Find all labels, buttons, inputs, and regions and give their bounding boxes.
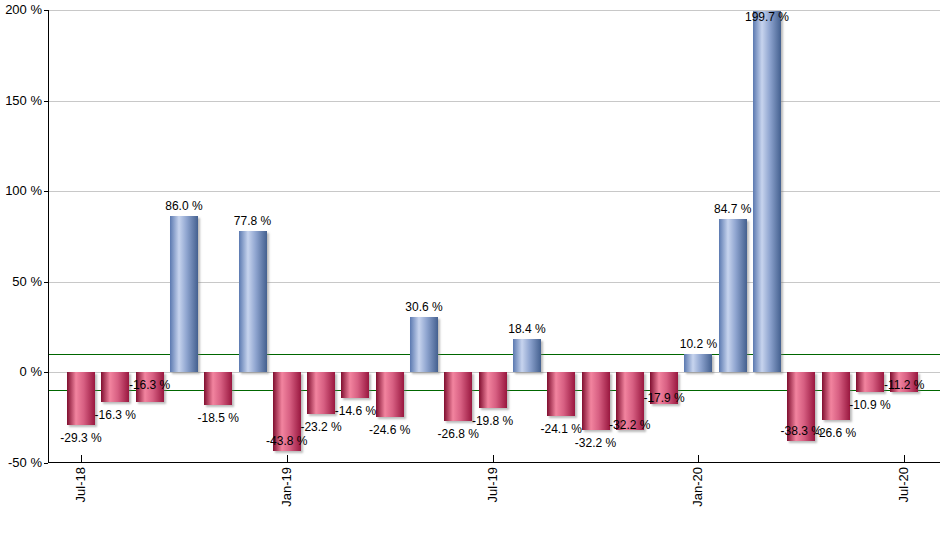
bar-value-label: 199.7 % — [745, 11, 789, 24]
y-axis-label: 100 % — [0, 184, 42, 198]
bar-jan-20 — [684, 354, 712, 372]
bar-value-label: -16.3 % — [95, 409, 136, 422]
bar-value-label: -43.8 % — [266, 435, 307, 448]
x-axis-label: Jan-19 — [279, 467, 295, 507]
bar-aug-18 — [101, 372, 129, 402]
x-axis-tick — [493, 455, 494, 462]
bar-apr-19 — [376, 372, 404, 417]
bar-value-label: 10.2 % — [680, 338, 717, 351]
bar-may-19 — [410, 317, 438, 372]
x-axis-tick — [81, 455, 82, 462]
x-axis-label: Jul-19 — [485, 467, 501, 502]
monthly-returns-bar-chart: 200 % 150 % 100 % 50 % 0 % -50 % -29.3 % -16.3 … — [0, 0, 940, 550]
bar-mar-19 — [341, 372, 369, 398]
y-axis-label: 50 % — [0, 275, 42, 289]
bar-value-label: 84.7 % — [714, 203, 751, 216]
bar-value-label: 30.6 % — [405, 301, 442, 314]
x-axis-tick — [904, 455, 905, 462]
bar-feb-20 — [719, 219, 747, 372]
y-axis-tick — [44, 463, 48, 464]
bar-value-label: -14.6 % — [335, 405, 376, 418]
bar-jun-20 — [856, 372, 884, 392]
bar-value-label: -29.3 % — [60, 432, 101, 445]
bar-value-label: 77.8 % — [234, 215, 271, 228]
y-gridline — [48, 10, 940, 11]
bar-value-label: -26.8 % — [438, 428, 479, 441]
bar-may-20 — [822, 372, 850, 420]
bar-value-label: -23.2 % — [300, 421, 341, 434]
x-axis-line — [48, 462, 940, 463]
y-axis-label: 200 % — [0, 3, 42, 17]
bar-jul-18 — [67, 372, 95, 425]
bar-value-label: 86.0 % — [165, 200, 202, 213]
y-axis-label: -50 % — [0, 456, 42, 470]
bar-value-label: 18.4 % — [508, 323, 545, 336]
y-gridline — [48, 101, 940, 102]
x-axis-tick — [287, 455, 288, 462]
bar-oct-18 — [170, 216, 198, 372]
bar-nov-18 — [204, 372, 232, 405]
x-axis-tick — [698, 455, 699, 462]
x-axis-label: Jul-20 — [896, 467, 912, 502]
bar-value-label: -32.2 % — [575, 437, 616, 450]
y-axis-label: 150 % — [0, 94, 42, 108]
bar-feb-19 — [307, 372, 335, 414]
y-gridline — [48, 191, 940, 192]
bar-aug-19 — [513, 339, 541, 372]
bar-value-label: -24.1 % — [541, 423, 582, 436]
bar-value-label: -10.9 % — [849, 399, 890, 412]
bar-dec-18 — [239, 231, 267, 372]
x-axis-label: Jul-18 — [73, 467, 89, 502]
y-axis-line — [48, 10, 49, 462]
bar-value-label: -32.2 % — [609, 419, 650, 432]
bar-value-label: -11.2 % — [884, 379, 924, 392]
bar-mar-20 — [753, 11, 781, 372]
bar-value-label: -16.3 % — [129, 379, 170, 392]
bar-value-label: -18.5 % — [198, 412, 239, 425]
bar-sep-19 — [547, 372, 575, 416]
bar-value-label: -24.6 % — [369, 424, 410, 437]
bar-jun-19 — [444, 372, 472, 421]
bar-jul-19 — [479, 372, 507, 408]
plot-area: 200 % 150 % 100 % 50 % 0 % -50 % -29.3 % -16.3 … — [0, 0, 940, 550]
bar-oct-19 — [582, 372, 610, 430]
y-axis-label: 0 % — [0, 365, 42, 379]
bar-value-label: -19.8 % — [472, 415, 513, 428]
bar-value-label: -26.6 % — [815, 427, 856, 440]
bar-value-label: -17.9 % — [643, 392, 684, 405]
x-axis-label: Jan-20 — [690, 467, 706, 507]
